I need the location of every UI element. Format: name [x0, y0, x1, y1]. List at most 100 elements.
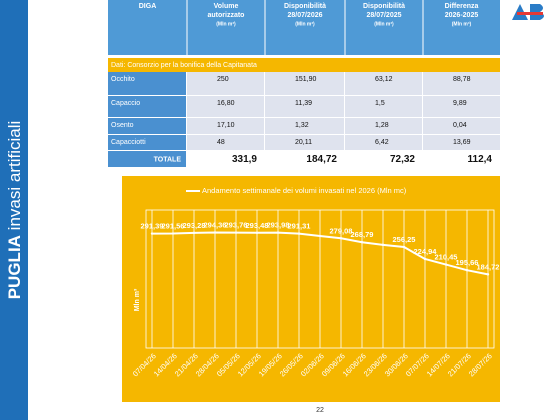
value-cell	[187, 118, 264, 134]
value-label: 294,36	[204, 220, 227, 229]
header-text: (Mln m³)	[452, 21, 472, 27]
value-label: 293,98	[267, 221, 290, 230]
value-label: 268,79	[351, 230, 374, 239]
value-cell	[423, 135, 500, 150]
value-label: 184,72	[477, 262, 500, 271]
cell-value: 9,89	[453, 100, 467, 107]
point	[465, 268, 469, 272]
table-header-bg	[108, 0, 500, 55]
value-cell	[345, 135, 422, 150]
source-bg	[108, 58, 500, 72]
value-label: 279,08	[330, 226, 353, 235]
value-label: 291,56	[162, 222, 185, 231]
name-cell	[108, 151, 186, 167]
header-text: 28/07/2025	[366, 12, 401, 19]
header-text: (Mln m³)	[374, 21, 394, 27]
value-cell	[187, 96, 264, 117]
header-text: 28/07/2026	[287, 12, 322, 19]
point	[213, 231, 217, 234]
row-name: Occhito	[111, 76, 135, 83]
point	[381, 243, 385, 247]
cell-value: 6,42	[375, 139, 389, 146]
cell-value: 88,78	[453, 76, 471, 83]
value-label: 291,31	[288, 222, 311, 231]
point	[276, 231, 280, 234]
sidebar-title: PUGLIA invasi artificiali	[5, 121, 24, 300]
header-text: 2026-2025	[445, 12, 479, 19]
value-cell	[345, 72, 422, 95]
cell-value: 151,90	[295, 76, 317, 83]
value-cell	[345, 96, 422, 117]
cell-value: 72,32	[390, 154, 415, 165]
value-label: 293,48	[246, 221, 269, 230]
row-name: TOTALE	[154, 156, 182, 163]
point	[171, 232, 175, 235]
cell-value: 11,39	[295, 100, 312, 107]
header-text: Disponibilità	[284, 3, 326, 10]
cell-value: 16,80	[217, 100, 235, 107]
value-label: 210,45	[435, 253, 458, 262]
cell-value: 63,12	[375, 76, 393, 83]
point	[234, 231, 238, 234]
value-label: 256,25	[393, 235, 416, 244]
value-cell	[423, 72, 500, 95]
row-name: Osento	[111, 122, 134, 129]
value-cell	[187, 151, 264, 167]
legend-label: Andamento settimanale dei volumi invasat…	[202, 186, 407, 195]
cell-value: 184,72	[306, 154, 337, 165]
value-cell	[265, 135, 344, 150]
header-text: Volume	[214, 3, 239, 10]
point	[192, 231, 196, 235]
sidebar-rest: invasi artificiali	[5, 121, 24, 231]
cell-value: 331,9	[232, 154, 257, 165]
sidebar-bold: PUGLIA	[5, 235, 24, 299]
point	[150, 232, 154, 235]
y-axis-label: Mln m³	[134, 288, 141, 311]
value-cell	[345, 151, 422, 167]
point	[255, 231, 259, 234]
value-label: 293,28	[183, 221, 206, 230]
value-label: 224,94	[414, 247, 438, 256]
sidebar	[0, 0, 28, 420]
row-name: Capacciotti	[111, 139, 146, 146]
name-cell	[108, 135, 186, 150]
name-cell	[108, 118, 186, 134]
point	[360, 241, 364, 244]
value-cell	[423, 96, 500, 117]
name-cell	[108, 96, 186, 117]
cell-value: 112,4	[468, 154, 493, 165]
source-text: Dati: Consorzio per la bonifica della Ca…	[111, 62, 257, 69]
value-cell	[187, 135, 264, 150]
value-cell	[265, 96, 344, 117]
header-text: DIGA	[139, 3, 157, 10]
point	[423, 257, 427, 261]
header-text: Disponibilità	[363, 3, 405, 10]
cell-value: 48	[217, 139, 225, 146]
page-number: 22	[316, 407, 324, 414]
value-label: 195,66	[456, 258, 479, 267]
point	[444, 263, 448, 266]
cell-value: 1,5	[375, 100, 385, 107]
header-text: Differenza	[445, 3, 479, 10]
cell-value: 1,28	[375, 122, 389, 129]
cell-value: 1,32	[295, 122, 309, 129]
value-cell	[265, 118, 344, 134]
name-cell	[108, 72, 186, 95]
point	[339, 237, 343, 240]
header-text: (Mln m³)	[216, 21, 236, 27]
chart-box	[122, 176, 500, 402]
cell-value: 20,11	[295, 139, 312, 146]
logo	[512, 4, 544, 20]
value-cell	[345, 118, 422, 134]
cell-value: 250	[217, 76, 229, 83]
value-label: 293,76	[225, 221, 248, 230]
point	[297, 232, 301, 235]
row-name: Capaccio	[111, 100, 140, 107]
point	[402, 245, 406, 249]
value-label: 291,39	[141, 222, 164, 231]
cell-value: 17,10	[217, 122, 235, 129]
point	[318, 234, 322, 238]
point	[486, 273, 490, 276]
header-text: autorizzato	[208, 12, 245, 19]
